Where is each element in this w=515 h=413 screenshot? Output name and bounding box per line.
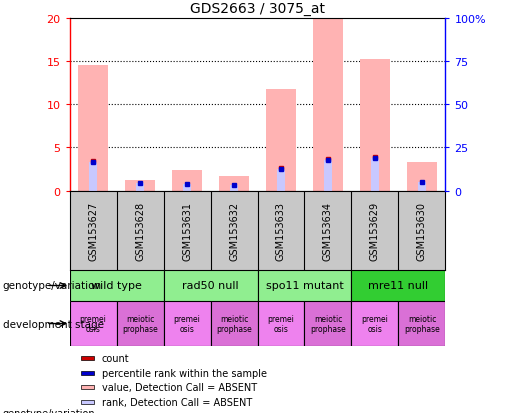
Bar xyxy=(359,60,390,191)
Bar xyxy=(324,161,332,191)
Bar xyxy=(352,270,445,301)
Bar xyxy=(407,163,437,191)
Bar xyxy=(258,301,304,346)
Text: premei
osis: premei osis xyxy=(362,314,388,333)
Text: meiotic
prophase: meiotic prophase xyxy=(216,314,252,333)
Text: premei
osis: premei osis xyxy=(268,314,295,333)
Bar xyxy=(89,163,97,191)
Bar xyxy=(230,185,238,191)
Text: genotype/variation: genotype/variation xyxy=(3,408,95,413)
Text: GSM153627: GSM153627 xyxy=(88,201,98,260)
Text: mre11 null: mre11 null xyxy=(368,281,428,291)
Text: value, Detection Call = ABSENT: value, Detection Call = ABSENT xyxy=(102,382,257,392)
Bar xyxy=(399,301,445,346)
Bar xyxy=(313,19,344,191)
Text: premei
osis: premei osis xyxy=(80,314,107,333)
Bar xyxy=(136,183,144,191)
Bar xyxy=(81,385,94,389)
Text: GSM153628: GSM153628 xyxy=(135,201,145,260)
Text: meiotic
prophase: meiotic prophase xyxy=(310,314,346,333)
Bar xyxy=(304,301,352,346)
Bar xyxy=(418,183,426,191)
Bar xyxy=(81,371,94,375)
Bar xyxy=(171,171,202,191)
Bar xyxy=(371,158,379,191)
Text: rank, Detection Call = ABSENT: rank, Detection Call = ABSENT xyxy=(102,397,252,407)
Text: genotype/variation: genotype/variation xyxy=(3,281,101,291)
Bar xyxy=(219,176,249,191)
Text: count: count xyxy=(102,353,129,363)
Text: GSM153629: GSM153629 xyxy=(370,201,380,260)
Bar xyxy=(277,170,285,191)
Bar xyxy=(258,270,352,301)
Bar xyxy=(266,90,296,191)
Text: GSM153631: GSM153631 xyxy=(182,201,192,260)
Bar xyxy=(116,301,164,346)
Bar xyxy=(164,270,258,301)
Text: meiotic
prophase: meiotic prophase xyxy=(122,314,158,333)
Bar xyxy=(164,301,211,346)
Bar xyxy=(211,301,258,346)
Text: rad50 null: rad50 null xyxy=(182,281,239,291)
Text: wild type: wild type xyxy=(91,281,142,291)
Bar xyxy=(70,301,116,346)
Text: GSM153630: GSM153630 xyxy=(417,201,427,260)
Text: premei
osis: premei osis xyxy=(174,314,200,333)
Title: GDS2663 / 3075_at: GDS2663 / 3075_at xyxy=(190,2,325,16)
Text: GSM153634: GSM153634 xyxy=(323,201,333,260)
Bar xyxy=(81,400,94,404)
Bar xyxy=(352,301,399,346)
Bar xyxy=(183,184,191,191)
Bar xyxy=(125,181,156,191)
Text: meiotic
prophase: meiotic prophase xyxy=(404,314,440,333)
Text: development stage: development stage xyxy=(3,319,104,329)
Bar xyxy=(81,356,94,360)
Text: GSM153632: GSM153632 xyxy=(229,201,239,260)
Bar xyxy=(70,270,164,301)
Text: spo11 mutant: spo11 mutant xyxy=(266,281,344,291)
Text: GSM153633: GSM153633 xyxy=(276,201,286,260)
Bar xyxy=(78,66,108,191)
Text: percentile rank within the sample: percentile rank within the sample xyxy=(102,368,267,378)
